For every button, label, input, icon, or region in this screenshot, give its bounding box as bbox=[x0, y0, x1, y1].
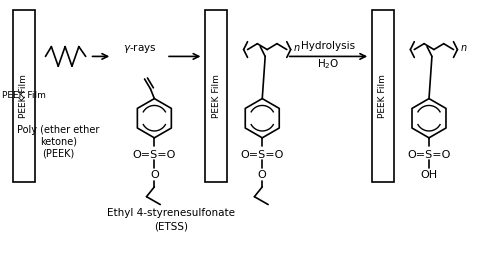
Text: O=S=O: O=S=O bbox=[240, 149, 284, 159]
Text: (ETSS): (ETSS) bbox=[154, 221, 188, 231]
Text: PEEK Film: PEEK Film bbox=[378, 74, 387, 118]
Text: OH: OH bbox=[420, 170, 438, 180]
Text: PEEK Film: PEEK Film bbox=[2, 91, 46, 100]
Text: n: n bbox=[460, 43, 467, 53]
Text: Ethyl 4-styrenesulfonate: Ethyl 4-styrenesulfonate bbox=[107, 208, 235, 218]
Text: PEEK Film: PEEK Film bbox=[212, 74, 221, 118]
Bar bbox=[13, 10, 35, 182]
Text: ketone): ketone) bbox=[40, 137, 77, 147]
Text: H$_2$O: H$_2$O bbox=[317, 57, 339, 71]
Bar bbox=[205, 10, 227, 182]
Text: PEEK Film: PEEK Film bbox=[19, 74, 28, 118]
Text: Poly (ether ether: Poly (ether ether bbox=[17, 125, 99, 135]
Text: O=S=O: O=S=O bbox=[408, 149, 451, 159]
Text: O=S=O: O=S=O bbox=[132, 149, 176, 159]
Text: $\gamma$-rays: $\gamma$-rays bbox=[123, 42, 156, 55]
Text: Hydrolysis: Hydrolysis bbox=[301, 41, 355, 51]
Text: O: O bbox=[150, 170, 159, 180]
Text: n: n bbox=[293, 43, 300, 53]
Text: (PEEK): (PEEK) bbox=[42, 149, 74, 158]
Bar bbox=[372, 10, 394, 182]
Text: O: O bbox=[258, 170, 266, 180]
